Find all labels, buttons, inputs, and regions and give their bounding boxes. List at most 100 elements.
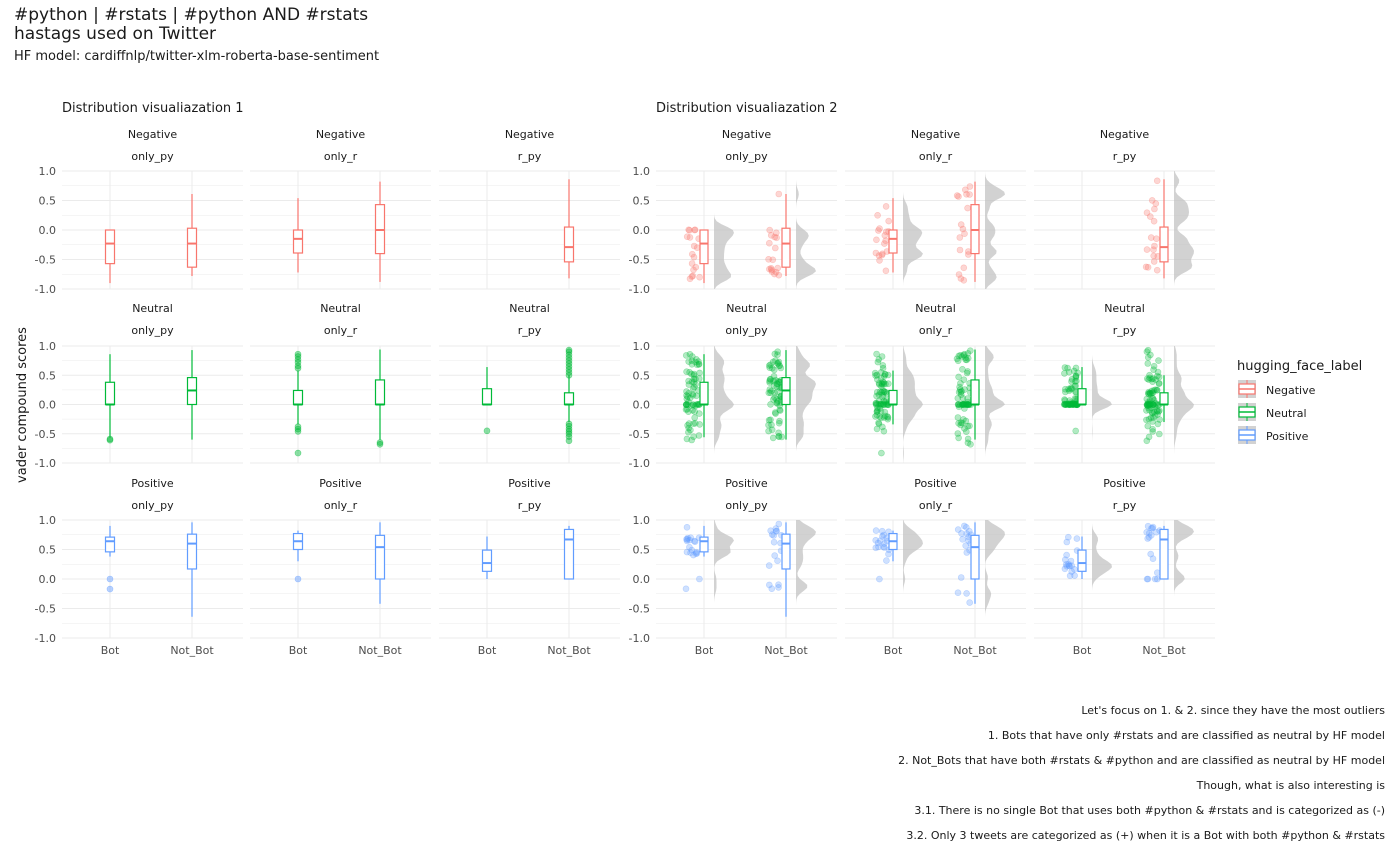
jitter-point <box>1150 396 1158 404</box>
jitter-point <box>958 530 965 537</box>
facet-col-label: only_py <box>725 324 768 337</box>
outlier-point <box>294 423 302 431</box>
jitter-point <box>1143 401 1151 409</box>
jitter-point <box>876 381 883 388</box>
jitter-point <box>960 376 968 384</box>
jitter-point <box>1066 562 1073 570</box>
jitter-point <box>692 375 699 383</box>
facet-panel-2-neutral-only_r: Neutral only_r <box>845 302 1026 464</box>
jitter-point <box>682 401 690 409</box>
jitter-point <box>873 425 881 433</box>
facet-row-label: Negative <box>505 128 555 141</box>
jitter-point <box>1063 551 1070 559</box>
jitter-point <box>957 351 964 359</box>
jitter-point <box>1154 407 1161 414</box>
jitter-point <box>872 399 880 407</box>
panel-title-2: Distribution visualiazation 2 <box>656 101 838 116</box>
jitter-point <box>880 544 888 551</box>
jitter-point <box>885 217 893 225</box>
facet-col-label: only_r <box>919 324 953 337</box>
jitter-point <box>959 401 966 408</box>
jitter-point <box>957 379 964 387</box>
box-iqr <box>1077 388 1087 406</box>
jitter-point <box>693 361 701 369</box>
jitter-point <box>683 535 690 543</box>
jitter-point <box>690 266 697 274</box>
jitter-point <box>1066 401 1073 408</box>
jitter-point <box>872 372 879 379</box>
jitter-point <box>771 394 778 401</box>
facet-row-label: Positive <box>1103 477 1146 490</box>
jitter-point <box>964 368 972 375</box>
jitter-point <box>1145 390 1152 397</box>
y-tick-label: 0.0 <box>39 399 57 412</box>
jitter-point <box>696 273 703 281</box>
y-axis-label: vader compound scores <box>15 327 30 483</box>
jitter-point <box>1155 357 1162 364</box>
jitter-point <box>960 401 968 408</box>
jitter-point <box>1143 246 1151 253</box>
caption-line: 3.1. There is no single Bot that uses bo… <box>914 804 1385 817</box>
jitter-point <box>1150 362 1158 370</box>
jitter-point <box>1153 177 1161 185</box>
jitter-point <box>1072 374 1080 381</box>
facet-panel-2-positive-only_r: Positive only_r <box>845 477 1026 639</box>
density-shape <box>1174 520 1194 638</box>
jitter-point <box>690 242 698 250</box>
jitter-point <box>1154 420 1162 428</box>
jitter-point <box>1150 401 1157 409</box>
outlier-point <box>294 353 302 360</box>
jitter-point <box>882 203 890 210</box>
jitter-point <box>685 408 692 416</box>
jitter-point <box>683 435 691 443</box>
jitter-point <box>691 537 698 545</box>
jitter-point <box>686 394 694 402</box>
jitter-point <box>1062 561 1070 568</box>
legend-label-negative: Negative <box>1266 384 1316 397</box>
jitter-point <box>1144 535 1151 542</box>
jitter-point <box>776 402 784 409</box>
jitter-point <box>1072 382 1079 390</box>
box-iqr <box>481 388 493 406</box>
jitter-point <box>692 402 699 410</box>
facet-panel-2-neutral-r_py: Neutral r_py <box>1034 302 1215 464</box>
jitter-point <box>773 399 781 407</box>
jitter-point <box>691 226 699 234</box>
jitter-point <box>766 379 774 386</box>
facet-col-label: r_py <box>1113 499 1137 512</box>
jitter-point <box>775 581 782 589</box>
caption-line: Though, what is also interesting is <box>1196 779 1386 792</box>
jitter-point <box>1155 380 1163 388</box>
jitter-point <box>1066 572 1074 580</box>
jitter-point <box>686 227 693 234</box>
density-shape <box>1174 171 1194 289</box>
jitter-point <box>1144 263 1152 271</box>
jitter-point <box>1062 401 1069 409</box>
jitter-point <box>1148 524 1155 532</box>
jitter-point <box>682 585 690 593</box>
jitter-point <box>1068 562 1075 570</box>
jitter-point <box>880 388 888 396</box>
jitter-point <box>1143 528 1150 536</box>
jitter-point <box>765 581 773 589</box>
jitter-point <box>963 530 971 538</box>
jitter-point <box>1149 389 1157 396</box>
jitter-point <box>1150 217 1158 225</box>
jitter-point <box>683 233 691 240</box>
y-tick-label: 0.0 <box>39 573 57 586</box>
jitter-point <box>873 411 881 419</box>
jitter-point <box>682 401 690 408</box>
jitter-point <box>777 364 785 372</box>
jitter-point <box>872 401 880 409</box>
jitter-point <box>883 557 890 564</box>
jitter-point <box>1149 401 1157 408</box>
jitter-point <box>1145 401 1153 408</box>
jitter-point <box>1071 382 1079 390</box>
jitter-point <box>690 551 697 559</box>
jitter-point <box>770 532 778 539</box>
jitter-point <box>961 401 969 408</box>
facet-col-label: only_py <box>131 150 174 163</box>
jitter-point <box>1145 388 1152 396</box>
jitter-point <box>878 380 886 388</box>
jitter-point <box>962 354 969 362</box>
